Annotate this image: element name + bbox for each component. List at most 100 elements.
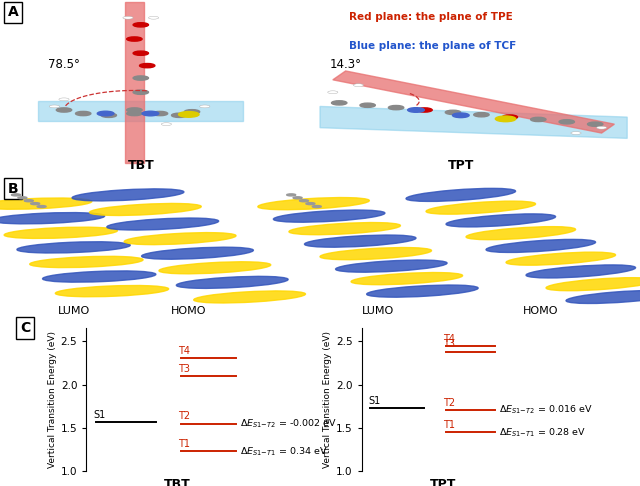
Ellipse shape [406,189,516,201]
X-axis label: TPT: TPT [430,478,456,486]
Text: T2: T2 [443,398,455,408]
Ellipse shape [446,214,556,227]
Circle shape [445,110,461,115]
Circle shape [31,203,40,205]
Ellipse shape [177,277,288,288]
Ellipse shape [466,226,575,240]
Circle shape [76,111,91,116]
Circle shape [152,111,168,116]
Text: T3: T3 [443,339,455,349]
Text: LUMO: LUMO [362,306,394,316]
Circle shape [408,108,424,112]
Ellipse shape [17,242,131,253]
Ellipse shape [194,291,305,303]
Circle shape [502,115,518,119]
Ellipse shape [55,285,169,297]
Circle shape [133,76,148,80]
Text: TBT: TBT [127,159,154,172]
Circle shape [133,90,148,94]
Circle shape [531,117,546,122]
Circle shape [588,122,603,126]
Circle shape [312,206,321,208]
Circle shape [133,23,148,27]
Ellipse shape [367,285,478,297]
Circle shape [56,108,72,112]
Text: S1: S1 [93,410,106,420]
Text: 14.3°: 14.3° [330,58,362,71]
Circle shape [127,37,142,41]
Circle shape [101,113,116,118]
Circle shape [184,110,200,114]
Text: Blue plane: the plane of TCF: Blue plane: the plane of TCF [349,41,516,51]
X-axis label: TBT: TBT [164,478,191,486]
Circle shape [474,113,489,117]
Text: T1: T1 [178,439,189,449]
Ellipse shape [29,256,143,268]
Ellipse shape [42,271,156,282]
Circle shape [127,108,142,112]
Ellipse shape [107,218,219,230]
Y-axis label: Vertical Transition Energy (eV): Vertical Transition Energy (eV) [323,331,332,468]
Circle shape [18,197,27,199]
Circle shape [287,194,296,196]
Ellipse shape [0,212,105,224]
Circle shape [37,206,46,208]
Polygon shape [125,2,144,163]
Circle shape [293,197,302,199]
Text: T1: T1 [443,420,455,430]
Ellipse shape [124,233,236,244]
Circle shape [123,17,133,19]
Circle shape [97,111,114,116]
Polygon shape [333,71,614,133]
Ellipse shape [0,198,92,209]
Ellipse shape [305,235,416,247]
Text: LUMO: LUMO [58,306,90,316]
Text: $\Delta E_{S1\mathrm{-}T1}$ = 0.34 eV: $\Delta E_{S1\mathrm{-}T1}$ = 0.34 eV [239,445,327,458]
Text: T4: T4 [443,334,455,344]
Ellipse shape [289,223,401,235]
Circle shape [142,111,159,116]
Circle shape [179,112,199,117]
Circle shape [452,113,469,118]
Circle shape [133,51,148,55]
Circle shape [332,101,347,105]
Circle shape [148,17,159,19]
Circle shape [596,126,607,129]
Circle shape [140,64,155,68]
Circle shape [24,200,33,202]
Polygon shape [38,101,243,121]
Text: $\Delta E_{S1\mathrm{-}T2}$ = 0.016 eV: $\Delta E_{S1\mathrm{-}T2}$ = 0.016 eV [499,403,592,416]
Circle shape [571,132,581,135]
Text: T4: T4 [178,347,189,356]
Circle shape [49,105,60,108]
Ellipse shape [426,201,536,214]
Ellipse shape [90,204,201,215]
Text: S1: S1 [368,396,380,406]
Ellipse shape [72,189,184,201]
Circle shape [417,108,432,112]
Text: 78.5°: 78.5° [48,58,80,71]
Text: Red plane: the plane of TPE: Red plane: the plane of TPE [349,13,513,22]
Circle shape [161,123,172,125]
Ellipse shape [273,210,385,222]
Ellipse shape [258,198,369,209]
Circle shape [388,105,404,110]
Text: HOMO: HOMO [523,306,559,316]
Ellipse shape [335,260,447,272]
Text: T3: T3 [178,364,189,374]
Text: T2: T2 [178,412,189,421]
Ellipse shape [566,291,640,303]
Circle shape [200,105,210,108]
Circle shape [12,194,20,196]
Circle shape [172,113,187,118]
Ellipse shape [159,262,271,274]
Text: TPT: TPT [447,159,474,172]
Ellipse shape [351,273,463,285]
Ellipse shape [506,252,616,265]
Ellipse shape [526,265,636,278]
Circle shape [559,120,575,124]
Text: B: B [8,182,19,196]
Circle shape [353,84,364,87]
Polygon shape [320,106,627,139]
Circle shape [59,98,69,101]
